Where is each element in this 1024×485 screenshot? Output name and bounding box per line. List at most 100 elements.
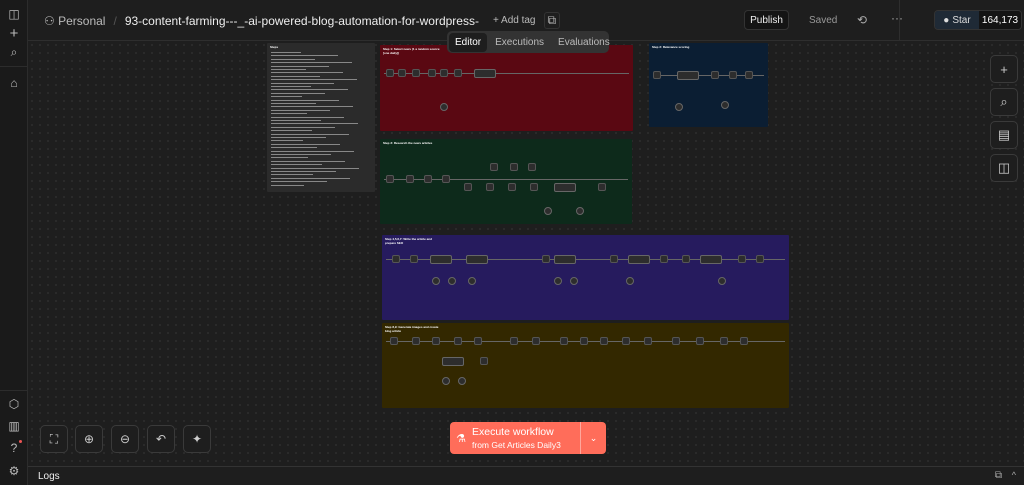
workflow-node[interactable]	[440, 69, 448, 77]
sub-node[interactable]	[675, 103, 683, 111]
chevron-up-icon[interactable]: ^	[1011, 470, 1016, 480]
sub-node[interactable]	[440, 103, 448, 111]
workflow-node[interactable]	[653, 71, 661, 79]
zoom-out-button[interactable]: ⊖	[111, 425, 139, 453]
sub-node[interactable]	[576, 207, 584, 215]
sub-node[interactable]	[626, 277, 634, 285]
ai-agent-node[interactable]	[466, 255, 488, 264]
workflow-node[interactable]	[720, 337, 728, 345]
group-step-1[interactable]: Step 1: Select news (1 a random source […	[380, 45, 633, 131]
workflow-node[interactable]	[610, 255, 618, 263]
sub-node[interactable]	[554, 277, 562, 285]
workflow-node[interactable]	[464, 183, 472, 191]
ai-agent-node[interactable]	[628, 255, 650, 264]
fit-view-button[interactable]: ⛶	[40, 425, 68, 453]
tidy-up-button[interactable]: ✦	[183, 425, 211, 453]
group-step-8-9[interactable]: Step 8,9: Generate images and create blo…	[382, 323, 789, 408]
workflow-name[interactable]: 93-content-farming---_-ai-powered-blog-a…	[124, 13, 479, 28]
workflow-node[interactable]	[745, 71, 753, 79]
workflow-node[interactable]	[398, 69, 406, 77]
sub-node[interactable]	[718, 277, 726, 285]
group-step-3[interactable]: Step 3: Research the news articles	[380, 139, 632, 224]
sub-node[interactable]	[432, 277, 440, 285]
workflow-canvas[interactable]: Steps Step 1: Select news (1 a random so…	[28, 41, 1024, 466]
toggle-panel-button[interactable]: ◫	[990, 154, 1018, 182]
workflow-node[interactable]	[738, 255, 746, 263]
sticky-note-button[interactable]: ▤	[990, 121, 1018, 149]
sub-node[interactable]	[468, 277, 476, 285]
toggle-sidebar-icon[interactable]: ◫	[8, 7, 20, 21]
popout-icon[interactable]: ⧉	[994, 470, 1002, 481]
workflow-node[interactable]	[412, 69, 420, 77]
execute-workflow-button[interactable]: ⚗ Execute workflow from Get Articles Dai…	[450, 422, 606, 454]
tab-executions[interactable]: Executions	[495, 36, 545, 48]
ai-agent-node[interactable]	[554, 183, 576, 192]
workflow-node[interactable]	[644, 337, 652, 345]
workflow-node[interactable]	[560, 337, 568, 345]
workflow-node[interactable]	[528, 163, 536, 171]
workflow-node[interactable]	[729, 71, 737, 79]
insights-icon[interactable]: ▥	[8, 419, 20, 433]
sub-node[interactable]	[570, 277, 578, 285]
add-tag-button[interactable]: + Add tag	[492, 15, 536, 26]
add-icon[interactable]: +	[9, 24, 19, 42]
workflow-node[interactable]	[542, 255, 550, 263]
workflow-node[interactable]	[428, 69, 436, 77]
workflow-node[interactable]	[406, 175, 414, 183]
workflow-node[interactable]	[740, 337, 748, 345]
workflow-node[interactable]	[442, 175, 450, 183]
sub-node[interactable]	[544, 207, 552, 215]
workflow-node[interactable]	[386, 69, 394, 77]
publish-button[interactable]: Publish	[744, 10, 789, 30]
history-icon[interactable]: ⟲	[857, 13, 868, 27]
ai-agent-node[interactable]	[474, 69, 496, 78]
project-breadcrumb[interactable]: ⚇ Personal	[44, 13, 106, 28]
ai-agent-node[interactable]	[554, 255, 576, 264]
ai-agent-node[interactable]	[430, 255, 452, 264]
workflow-node[interactable]	[424, 175, 432, 183]
ai-agent-node[interactable]	[700, 255, 722, 264]
open-external-icon[interactable]: ⧉	[543, 12, 561, 29]
more-menu-icon[interactable]: ···	[891, 11, 903, 25]
workflow-node[interactable]	[412, 337, 420, 345]
search-icon[interactable]: ⌕	[10, 44, 18, 59]
workflow-node[interactable]	[432, 337, 440, 345]
workflow-node[interactable]	[454, 337, 462, 345]
sub-node[interactable]	[721, 101, 729, 109]
workflow-node[interactable]	[386, 175, 394, 183]
sticky-note-steps[interactable]: Steps	[267, 43, 375, 192]
workflow-node[interactable]	[490, 163, 498, 171]
workflow-node[interactable]	[410, 255, 418, 263]
workflow-node[interactable]	[530, 183, 538, 191]
tab-evaluations[interactable]: Evaluations	[558, 36, 610, 48]
group-step-2[interactable]: Step 2: Relevance scoring	[649, 43, 768, 127]
ai-agent-node[interactable]	[442, 357, 464, 366]
ai-agent-node[interactable]	[677, 71, 699, 80]
zoom-in-button[interactable]: ⊕	[75, 425, 103, 453]
tab-editor[interactable]: Editor	[449, 32, 488, 52]
home-icon[interactable]: ⌂	[10, 76, 18, 90]
workflow-node[interactable]	[392, 255, 400, 263]
workflow-node[interactable]	[600, 337, 608, 345]
logs-panel[interactable]: Logs ⧉ ^	[28, 466, 1024, 485]
workflow-node[interactable]	[532, 337, 540, 345]
search-nodes-button[interactable]: ⌕	[990, 88, 1018, 116]
sub-node[interactable]	[458, 377, 466, 385]
workflow-node[interactable]	[486, 183, 494, 191]
help-icon[interactable]: ?	[4, 438, 24, 458]
workflow-node[interactable]	[696, 337, 704, 345]
settings-icon[interactable]: ⚙	[8, 464, 20, 478]
sub-node[interactable]	[442, 377, 450, 385]
workflow-node[interactable]	[474, 337, 482, 345]
workflow-node[interactable]	[711, 71, 719, 79]
workflow-node[interactable]	[480, 357, 488, 365]
workflow-node[interactable]	[598, 183, 606, 191]
workflow-node[interactable]	[454, 69, 462, 77]
workflow-node[interactable]	[756, 255, 764, 263]
github-star-button[interactable]: ● Star 164,173	[934, 10, 1022, 30]
workflow-node[interactable]	[660, 255, 668, 263]
templates-icon[interactable]: ⬡	[8, 397, 20, 411]
add-node-button[interactable]: +	[990, 55, 1018, 83]
workflow-node[interactable]	[622, 337, 630, 345]
workflow-node[interactable]	[580, 337, 588, 345]
